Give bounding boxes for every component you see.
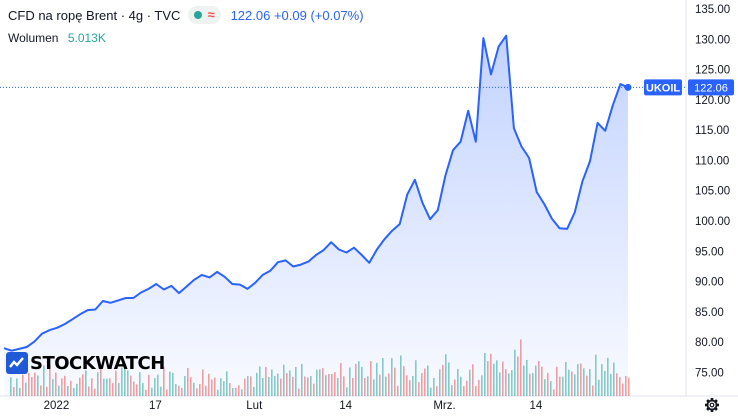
x-tick-label: 2022	[44, 400, 70, 412]
y-tick-label: 75.00	[695, 367, 724, 379]
price-tag-label: 122.06	[694, 82, 728, 94]
last-price-dot	[624, 83, 632, 91]
price-area	[4, 35, 628, 396]
y-tick-label: 95.00	[695, 246, 724, 258]
stockwatch-logo-icon	[6, 352, 28, 374]
logo-text: STOCKWATCH	[30, 352, 165, 374]
volume-legend: Wolumen 5.013K	[8, 31, 106, 45]
x-tick-label: 17	[149, 400, 162, 412]
settings-icon[interactable]	[705, 398, 719, 412]
y-tick-label: 85.00	[695, 307, 724, 319]
symbol-title[interactable]: CFD na ropę Brent · 4g · TVC	[8, 7, 181, 23]
price-line	[3, 34, 629, 352]
symbol-tag-label: UKOIL	[646, 82, 681, 94]
wave-icon: ≈	[207, 7, 215, 22]
stockwatch-logo: STOCKWATCH	[6, 352, 165, 374]
y-tick-label: 100.00	[695, 216, 730, 228]
y-tick-label: 130.00	[695, 34, 730, 46]
x-tick-label: Mrz.	[433, 400, 455, 412]
x-tick-label: 14	[339, 400, 352, 412]
y-tick-label: 105.00	[695, 186, 730, 198]
y-tick-label: 120.00	[695, 95, 730, 107]
price-tag	[688, 79, 734, 96]
y-tick-label: 110.00	[695, 155, 729, 167]
y-tick-label: 90.00	[695, 277, 724, 289]
volume-bar	[628, 377, 630, 396]
x-tick-label: Lut	[246, 400, 263, 412]
symbol-tag	[644, 79, 682, 96]
volume-label[interactable]: Wolumen	[8, 31, 59, 45]
price-quote: 122.06 +0.09 (+0.07%)	[230, 7, 364, 23]
chart-header: CFD na ropę Brent · 4g · TVC ≈ 122.06 +0…	[8, 6, 364, 24]
y-tick-label: 115.00	[695, 125, 729, 137]
volume-value: 5.013K	[67, 31, 106, 45]
indicator-pill[interactable]: ≈	[188, 6, 221, 24]
x-tick-label: 14	[529, 400, 542, 412]
y-tick-label: 80.00	[695, 337, 724, 349]
y-tick-label: 125.00	[695, 65, 730, 77]
y-tick-label: 135.00	[695, 4, 730, 16]
indicator-dot-icon	[194, 11, 203, 19]
